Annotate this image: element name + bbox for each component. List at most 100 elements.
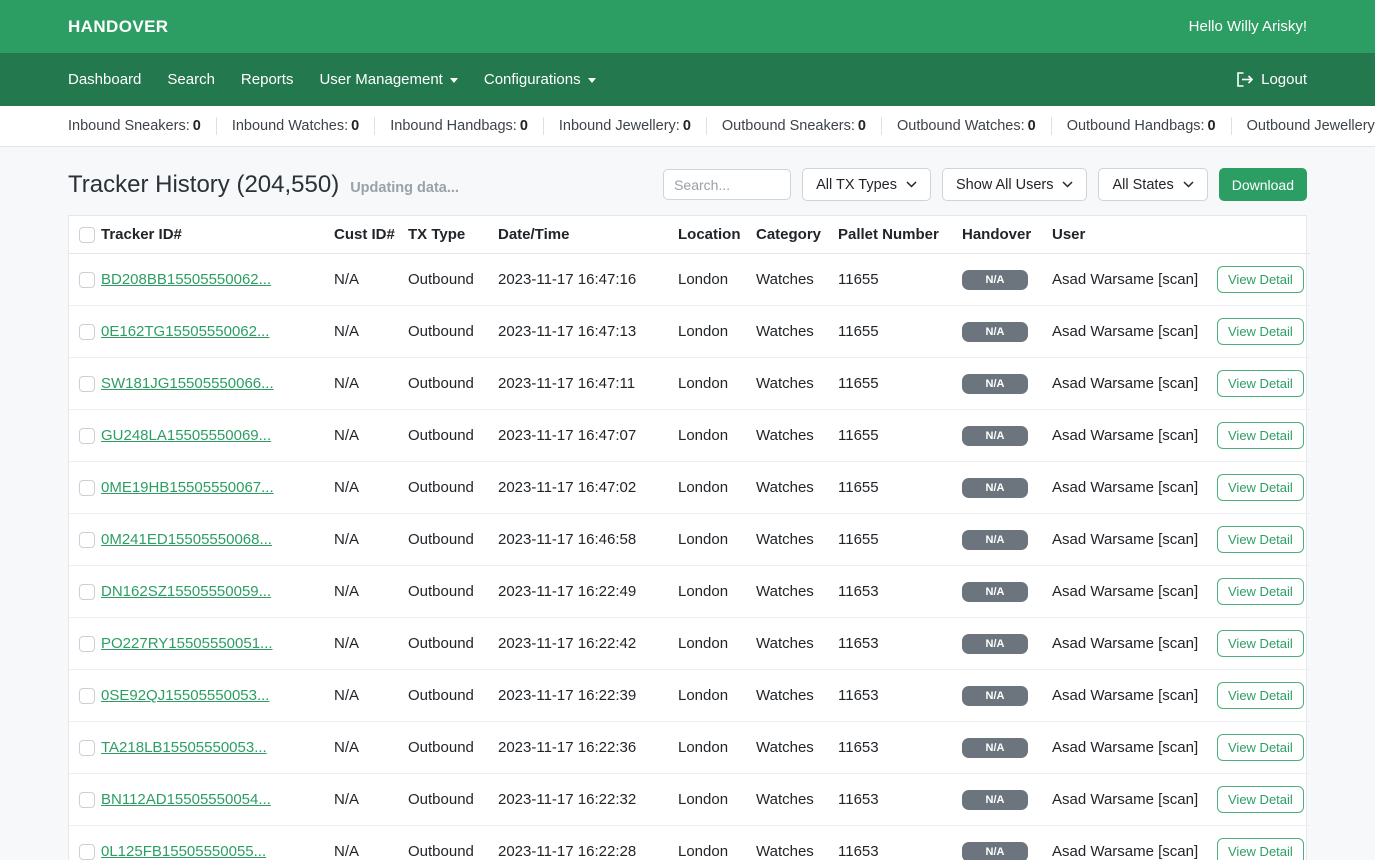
users-dropdown[interactable]: Show All Users xyxy=(942,168,1088,201)
row-checkbox[interactable] xyxy=(79,428,95,444)
page-title: Tracker History (204,550) xyxy=(68,171,339,199)
view-detail-button[interactable]: View Detail xyxy=(1217,838,1304,860)
logout-label: Logout xyxy=(1261,71,1307,88)
location-cell: London xyxy=(678,670,756,722)
category-cell: Watches xyxy=(756,514,838,566)
category-cell: Watches xyxy=(756,306,838,358)
stat-label: Outbound Sneakers: xyxy=(722,118,855,134)
tracker-id-link[interactable]: BD208BB15505550062... xyxy=(101,271,271,288)
view-detail-button[interactable]: View Detail xyxy=(1217,422,1304,449)
nav-item-search[interactable]: Search xyxy=(167,71,215,88)
row-checkbox[interactable] xyxy=(79,688,95,704)
stat-item: Outbound Jewellery:0 xyxy=(1232,117,1375,135)
datetime-cell: 2023-11-17 16:46:58 xyxy=(498,514,678,566)
nav-label: Search xyxy=(167,71,215,88)
nav-item-dashboard[interactable]: Dashboard xyxy=(68,71,141,88)
col-tracker-id: Tracker ID# xyxy=(101,216,334,254)
row-checkbox[interactable] xyxy=(79,532,95,548)
tracker-id-link[interactable]: SW181JG15505550066... xyxy=(101,375,274,392)
tracker-id-link[interactable]: 0M241ED15505550068... xyxy=(101,531,272,548)
view-detail-button[interactable]: View Detail xyxy=(1217,786,1304,813)
nav-label: User Management xyxy=(319,71,442,88)
view-detail-button[interactable]: View Detail xyxy=(1217,370,1304,397)
col-user: User xyxy=(1052,216,1217,254)
tracker-id-link[interactable]: 0ME19HB15505550067... xyxy=(101,479,274,496)
search-input[interactable] xyxy=(663,169,791,200)
chevron-down-icon xyxy=(588,78,596,83)
nav-label: Configurations xyxy=(484,71,581,88)
cust-id-cell: N/A xyxy=(334,722,408,774)
nav-item-reports[interactable]: Reports xyxy=(241,71,294,88)
table-row: PO227RY15505550051... N/A Outbound 2023-… xyxy=(69,618,1310,670)
stat-label: Inbound Sneakers: xyxy=(68,118,190,134)
filter-controls: All TX Types Show All Users All States D… xyxy=(663,168,1307,201)
col-location: Location xyxy=(678,216,756,254)
datetime-cell: 2023-11-17 16:22:49 xyxy=(498,566,678,618)
nav-item-configurations[interactable]: Configurations xyxy=(484,71,596,88)
stat-value: 0 xyxy=(193,118,201,134)
user-cell: Asad Warsame [scan] xyxy=(1052,670,1217,722)
view-detail-button[interactable]: View Detail xyxy=(1217,318,1304,345)
view-detail-button[interactable]: View Detail xyxy=(1217,526,1304,553)
location-cell: London xyxy=(678,618,756,670)
tx-type-cell: Outbound xyxy=(408,670,498,722)
tx-type-cell: Outbound xyxy=(408,826,498,860)
chevron-down-icon xyxy=(1183,181,1194,188)
row-checkbox[interactable] xyxy=(79,636,95,652)
row-checkbox[interactable] xyxy=(79,584,95,600)
stat-label: Inbound Handbags: xyxy=(390,118,517,134)
stat-value: 0 xyxy=(858,118,866,134)
cust-id-cell: N/A xyxy=(334,358,408,410)
row-checkbox[interactable] xyxy=(79,740,95,756)
handover-status-badge: N/A xyxy=(962,686,1028,706)
tracker-id-link[interactable]: 0L125FB15505550055... xyxy=(101,843,266,860)
user-cell: Asad Warsame [scan] xyxy=(1052,826,1217,860)
view-detail-button[interactable]: View Detail xyxy=(1217,734,1304,761)
view-detail-button[interactable]: View Detail xyxy=(1217,630,1304,657)
row-checkbox[interactable] xyxy=(79,376,95,392)
cust-id-cell: N/A xyxy=(334,618,408,670)
stat-label: Inbound Watches: xyxy=(232,118,348,134)
user-cell: Asad Warsame [scan] xyxy=(1052,254,1217,306)
stat-value: 0 xyxy=(1028,118,1036,134)
stat-item: Outbound Handbags:0 xyxy=(1052,117,1232,135)
row-checkbox[interactable] xyxy=(79,480,95,496)
chevron-down-icon xyxy=(906,181,917,188)
tx-type-cell: Outbound xyxy=(408,306,498,358)
select-all-checkbox[interactable] xyxy=(79,227,95,243)
cust-id-cell: N/A xyxy=(334,670,408,722)
tracker-id-link[interactable]: TA218LB15505550053... xyxy=(101,739,267,756)
tx-types-dropdown[interactable]: All TX Types xyxy=(802,168,931,201)
handover-status-badge: N/A xyxy=(962,322,1028,342)
tracker-table-card: Tracker ID# Cust ID# TX Type Date/Time L… xyxy=(68,215,1307,860)
states-dropdown[interactable]: All States xyxy=(1098,168,1207,201)
view-detail-button[interactable]: View Detail xyxy=(1217,682,1304,709)
stat-label: Outbound Jewellery: xyxy=(1247,118,1375,134)
row-checkbox[interactable] xyxy=(79,324,95,340)
view-detail-button[interactable]: View Detail xyxy=(1217,266,1304,293)
nav-label: Dashboard xyxy=(68,71,141,88)
tracker-id-link[interactable]: PO227RY15505550051... xyxy=(101,635,273,652)
updating-status: Updating data... xyxy=(350,174,459,196)
handover-status-badge: N/A xyxy=(962,478,1028,498)
tracker-id-link[interactable]: DN162SZ15505550059... xyxy=(101,583,271,600)
tracker-id-link[interactable]: 0SE92QJ15505550053... xyxy=(101,687,269,704)
logout-button[interactable]: Logout xyxy=(1237,71,1307,88)
download-button[interactable]: Download xyxy=(1219,168,1307,201)
row-checkbox[interactable] xyxy=(79,792,95,808)
location-cell: London xyxy=(678,358,756,410)
row-checkbox[interactable] xyxy=(79,844,95,860)
row-checkbox[interactable] xyxy=(79,272,95,288)
tracker-id-link[interactable]: GU248LA15505550069... xyxy=(101,427,271,444)
tracker-id-link[interactable]: 0E162TG15505550062... xyxy=(101,323,269,340)
table-header-row: Tracker ID# Cust ID# TX Type Date/Time L… xyxy=(69,216,1310,254)
nav-item-user-management[interactable]: User Management xyxy=(319,71,457,88)
view-detail-button[interactable]: View Detail xyxy=(1217,578,1304,605)
tracker-id-link[interactable]: BN112AD15505550054... xyxy=(101,791,271,808)
view-detail-button[interactable]: View Detail xyxy=(1217,474,1304,501)
category-cell: Watches xyxy=(756,774,838,826)
tx-type-cell: Outbound xyxy=(408,462,498,514)
cust-id-cell: N/A xyxy=(334,254,408,306)
col-cust-id: Cust ID# xyxy=(334,216,408,254)
table-row: 0E162TG15505550062... N/A Outbound 2023-… xyxy=(69,306,1310,358)
